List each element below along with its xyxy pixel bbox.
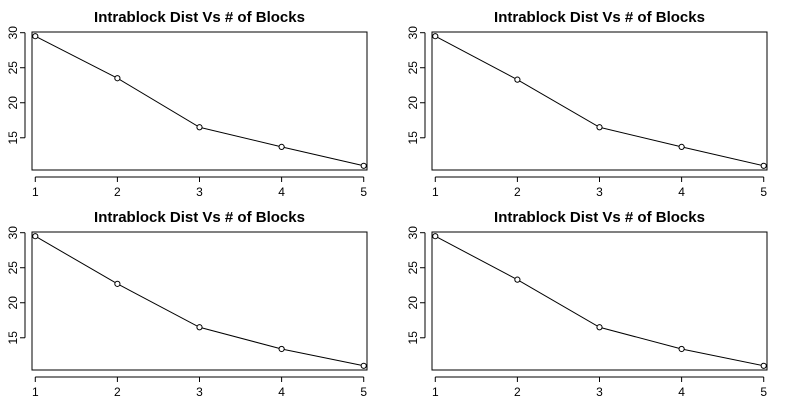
x-tick-label: 1 bbox=[32, 185, 39, 199]
plot-frame bbox=[431, 31, 768, 171]
plot-frame bbox=[31, 31, 368, 171]
data-point bbox=[278, 143, 285, 150]
chart-title: Intrablock Dist Vs # of Blocks bbox=[494, 209, 705, 226]
x-tick-label: 4 bbox=[278, 385, 285, 399]
x-tick-label: 3 bbox=[196, 185, 203, 199]
series-line bbox=[35, 35, 364, 167]
data-point bbox=[32, 233, 39, 240]
data-point bbox=[360, 162, 367, 169]
y-tick-label: 15 bbox=[6, 331, 20, 345]
y-tick-label: 30 bbox=[6, 26, 20, 40]
x-tick-label: 3 bbox=[596, 185, 603, 199]
x-tick-label: 3 bbox=[596, 385, 603, 399]
data-point bbox=[196, 124, 203, 131]
chart-title: Intrablock Dist Vs # of Blocks bbox=[94, 209, 305, 226]
x-tick-label: 5 bbox=[360, 385, 367, 399]
x-tick-label: 5 bbox=[760, 185, 767, 199]
data-point bbox=[114, 75, 121, 82]
y-tick-label: 25 bbox=[406, 261, 420, 275]
data-point bbox=[514, 276, 521, 283]
y-tick-label: 20 bbox=[6, 296, 20, 310]
data-point bbox=[360, 362, 367, 369]
data-point bbox=[514, 76, 521, 83]
y-tick-label: 30 bbox=[406, 226, 420, 240]
x-tick-label: 3 bbox=[196, 385, 203, 399]
data-point bbox=[678, 345, 685, 353]
x-tick-label: 2 bbox=[114, 385, 121, 399]
chart-title: Intrablock Dist Vs # of Blocks bbox=[494, 9, 705, 26]
x-tick-label: 2 bbox=[514, 185, 521, 199]
chart-panel-4: Intrablock Dist Vs # of Blocks 1 2 3 4 5 15 20 2… bbox=[406, 209, 768, 399]
x-tick-label: 1 bbox=[432, 185, 439, 199]
y-tick-label: 20 bbox=[406, 296, 420, 310]
y-tick-label: 30 bbox=[406, 26, 420, 40]
x-tick-label: 4 bbox=[678, 185, 685, 199]
x-tick-label: 4 bbox=[278, 185, 285, 199]
plot-frame bbox=[431, 231, 768, 371]
y-tick-label: 15 bbox=[6, 131, 20, 145]
data-point bbox=[114, 280, 121, 287]
x-tick-label: 1 bbox=[32, 385, 39, 399]
x-tick-label: 1 bbox=[432, 385, 439, 399]
x-tick-label: 2 bbox=[514, 385, 521, 399]
y-tick-label: 30 bbox=[6, 226, 20, 240]
data-point bbox=[196, 324, 203, 331]
data-point bbox=[678, 143, 685, 150]
data-point bbox=[760, 362, 767, 369]
x-tick-label: 5 bbox=[760, 385, 767, 399]
y-tick-label: 25 bbox=[406, 61, 420, 75]
data-point bbox=[432, 233, 439, 240]
y-tick-label: 25 bbox=[6, 261, 20, 275]
chart-panel-2: Intrablock Dist Vs # of Blocks 1 2 3 4 5 15 20 2… bbox=[406, 9, 768, 199]
x-tick-label: 5 bbox=[360, 185, 367, 199]
chart-title: Intrablock Dist Vs # of Blocks bbox=[94, 9, 305, 26]
chart-panel-1: Intrablock Dist Vs # of Blocks 1 2 3 4 5 15 20 2… bbox=[6, 9, 368, 199]
series-line bbox=[435, 235, 764, 367]
data-point bbox=[760, 162, 767, 169]
data-point bbox=[32, 33, 39, 40]
data-point bbox=[432, 33, 439, 40]
data-point bbox=[596, 324, 603, 331]
series-line bbox=[35, 235, 364, 367]
x-tick-label: 4 bbox=[678, 385, 685, 399]
y-tick-label: 20 bbox=[6, 96, 20, 110]
plot-frame bbox=[31, 231, 368, 371]
y-tick-label: 20 bbox=[406, 96, 420, 110]
x-tick-label: 2 bbox=[114, 185, 121, 199]
y-tick-label: 15 bbox=[406, 131, 420, 145]
y-tick-label: 15 bbox=[406, 331, 420, 345]
data-point bbox=[596, 124, 603, 131]
series-line bbox=[435, 35, 764, 167]
chart-panel-3: Intrablock Dist Vs # of Blocks 1 2 3 4 5 15 20 2… bbox=[6, 209, 368, 399]
data-point bbox=[278, 345, 285, 353]
y-tick-label: 25 bbox=[6, 61, 20, 75]
